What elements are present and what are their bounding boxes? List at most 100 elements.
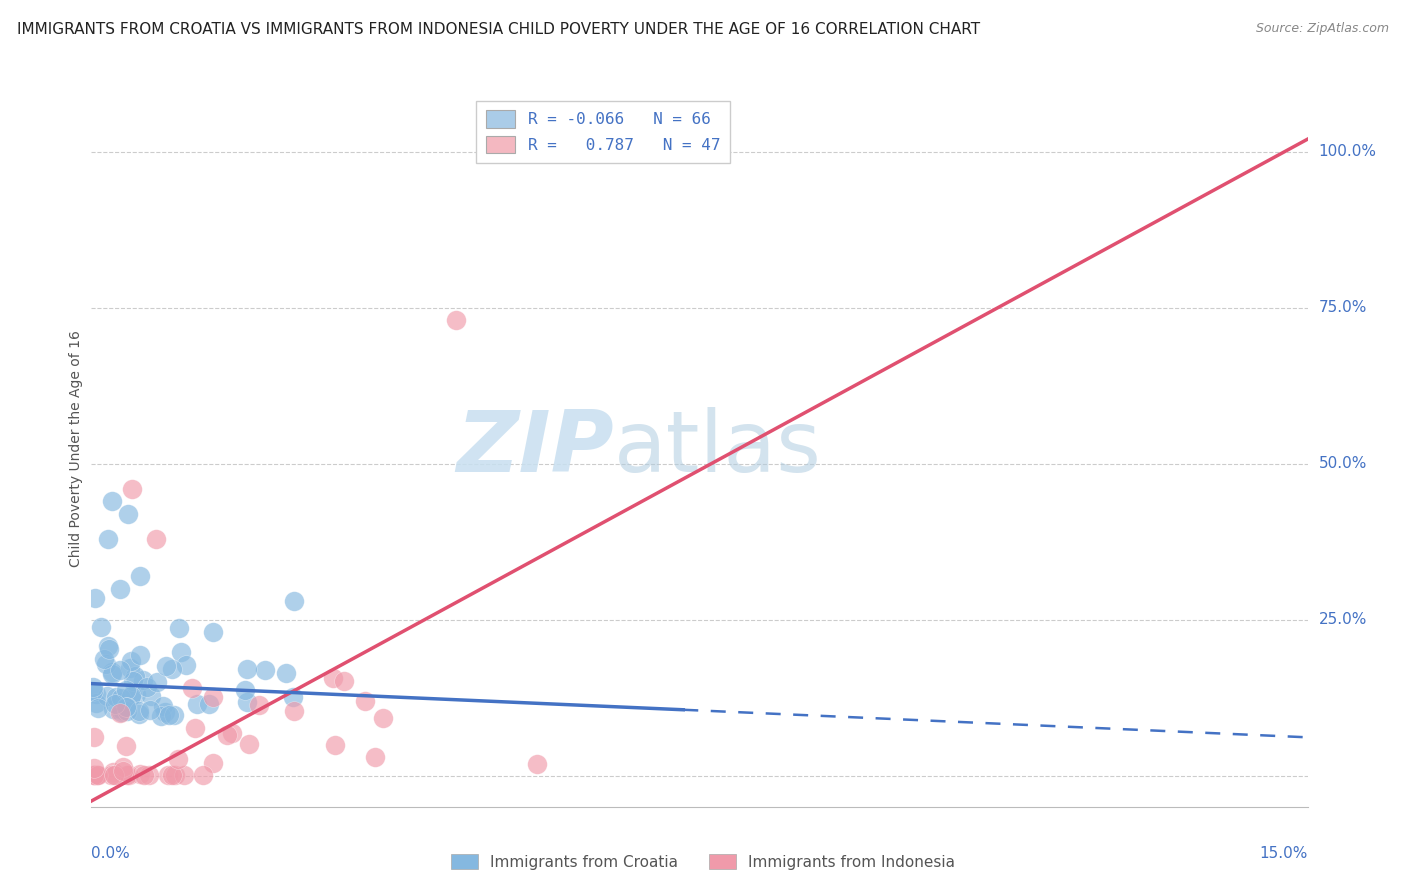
Point: [87, 768, 110, 782]
Point: [112, 764, 135, 778]
Point: [110, 703, 132, 717]
Point: [160, 768, 183, 782]
Text: 75.0%: 75.0%: [1319, 301, 1367, 315]
Point: [138, 703, 160, 717]
Point: [149, 708, 172, 723]
Point: [93, 652, 115, 666]
Point: [181, 681, 204, 696]
Point: [198, 697, 221, 711]
Point: [221, 726, 243, 740]
Point: [82, 683, 104, 698]
Point: [117, 768, 139, 782]
Point: [115, 683, 138, 698]
Point: [128, 704, 150, 718]
Point: [97, 532, 120, 546]
Point: [170, 644, 193, 658]
Text: 0.0%: 0.0%: [91, 847, 131, 861]
Point: [283, 594, 305, 608]
Point: [104, 690, 127, 704]
Point: [202, 690, 225, 705]
Point: [191, 768, 214, 782]
Point: [274, 666, 297, 681]
Point: [108, 582, 131, 596]
Point: [101, 666, 124, 681]
Point: [155, 659, 177, 673]
Point: [83, 768, 105, 782]
Point: [135, 680, 157, 694]
Point: [128, 648, 150, 662]
Text: 15.0%: 15.0%: [1260, 847, 1308, 861]
Point: [139, 690, 162, 704]
Point: [607, 145, 630, 159]
Text: 100.0%: 100.0%: [1319, 145, 1376, 159]
Point: [83, 731, 105, 745]
Point: [124, 668, 146, 682]
Point: [84, 696, 107, 710]
Point: [121, 688, 143, 702]
Point: [186, 697, 208, 711]
Point: [86, 768, 108, 782]
Text: 50.0%: 50.0%: [1319, 457, 1367, 471]
Y-axis label: Child Poverty Under the Age of 16: Child Poverty Under the Age of 16: [69, 330, 83, 566]
Point: [96, 689, 118, 703]
Point: [120, 661, 142, 675]
Point: [97, 641, 120, 656]
Point: [153, 705, 176, 719]
Point: [526, 756, 548, 771]
Point: [371, 711, 394, 725]
Point: [115, 699, 138, 714]
Point: [156, 768, 179, 782]
Point: [103, 768, 125, 782]
Point: [202, 625, 225, 640]
Point: [83, 761, 105, 775]
Point: [108, 663, 131, 677]
Point: [111, 695, 134, 709]
Point: [103, 702, 125, 716]
Point: [236, 661, 259, 675]
Point: [322, 671, 344, 685]
Point: [145, 675, 167, 690]
Point: [110, 690, 132, 705]
Point: [110, 706, 132, 720]
Point: [333, 673, 356, 688]
Point: [134, 768, 156, 782]
Text: atlas: atlas: [614, 407, 823, 490]
Point: [283, 690, 305, 704]
Point: [163, 707, 186, 722]
Point: [163, 768, 186, 782]
Point: [125, 687, 148, 701]
Point: [115, 704, 138, 718]
Text: ZIP: ZIP: [457, 407, 614, 490]
Point: [104, 768, 127, 782]
Point: [100, 494, 122, 508]
Point: [173, 768, 195, 782]
Point: [236, 695, 259, 709]
Point: [160, 662, 183, 676]
Point: [122, 674, 145, 689]
Point: [201, 756, 224, 771]
Point: [128, 706, 150, 721]
Point: [253, 663, 276, 677]
Point: [104, 698, 127, 712]
Point: [82, 680, 104, 694]
Point: [167, 621, 190, 635]
Point: [176, 657, 198, 672]
Point: [111, 760, 134, 774]
Point: [283, 705, 305, 719]
Point: [118, 768, 141, 782]
Point: [115, 739, 138, 753]
Text: 25.0%: 25.0%: [1319, 613, 1367, 627]
Point: [217, 728, 239, 742]
Point: [121, 482, 143, 496]
Point: [117, 507, 139, 521]
Point: [132, 673, 155, 688]
Point: [233, 682, 256, 697]
Point: [100, 768, 122, 782]
Point: [157, 708, 180, 723]
Point: [84, 687, 107, 701]
Point: [120, 654, 142, 668]
Point: [108, 706, 131, 720]
Point: [145, 532, 167, 546]
Point: [184, 721, 207, 735]
Point: [86, 701, 108, 715]
